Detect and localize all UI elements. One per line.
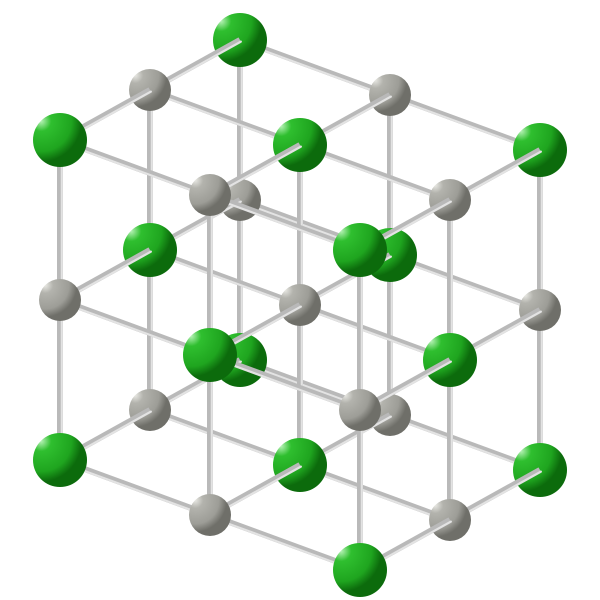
chloride-ion	[333, 223, 387, 277]
sodium-ion	[189, 174, 231, 216]
chloride-ion	[33, 113, 87, 167]
chloride-ion	[183, 328, 237, 382]
chloride-ion	[333, 543, 387, 597]
crystal-lattice	[0, 0, 600, 600]
sodium-ion	[339, 389, 381, 431]
chloride-ion	[33, 433, 87, 487]
sodium-ion	[39, 279, 81, 321]
sodium-ion	[189, 494, 231, 536]
